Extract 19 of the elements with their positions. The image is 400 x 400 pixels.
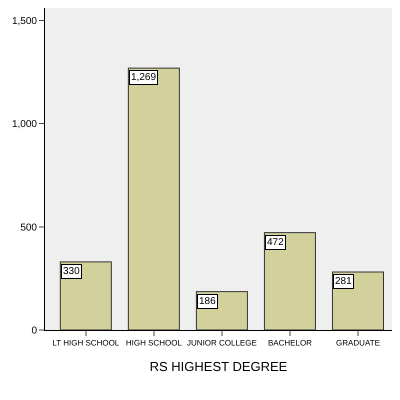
data-label: 330 <box>63 266 80 277</box>
x-tick-label: LT HIGH SCHOOL <box>52 338 120 348</box>
x-tick-label: BACHELOR <box>268 338 312 348</box>
y-tick-label: 1,000 <box>12 119 38 130</box>
x-tick-label: GRADUATE <box>336 338 380 348</box>
bar <box>264 232 316 330</box>
data-label: 1,269 <box>131 72 156 83</box>
bar <box>332 272 384 330</box>
data-label: 472 <box>267 237 284 248</box>
y-tick-label: 0 <box>31 326 38 336</box>
data-label: 186 <box>199 296 216 307</box>
x-axis-title: RS HIGHEST DEGREE <box>150 359 288 374</box>
x-tick-label: JUNIOR COLLEGE <box>187 338 257 348</box>
y-tick-label: 500 <box>20 222 38 234</box>
bar <box>128 68 180 330</box>
bar <box>60 261 112 330</box>
data-label: 281 <box>335 276 352 287</box>
y-tick-label: 1,500 <box>12 16 38 27</box>
x-tick-label: HIGH SCHOOL <box>126 338 182 348</box>
